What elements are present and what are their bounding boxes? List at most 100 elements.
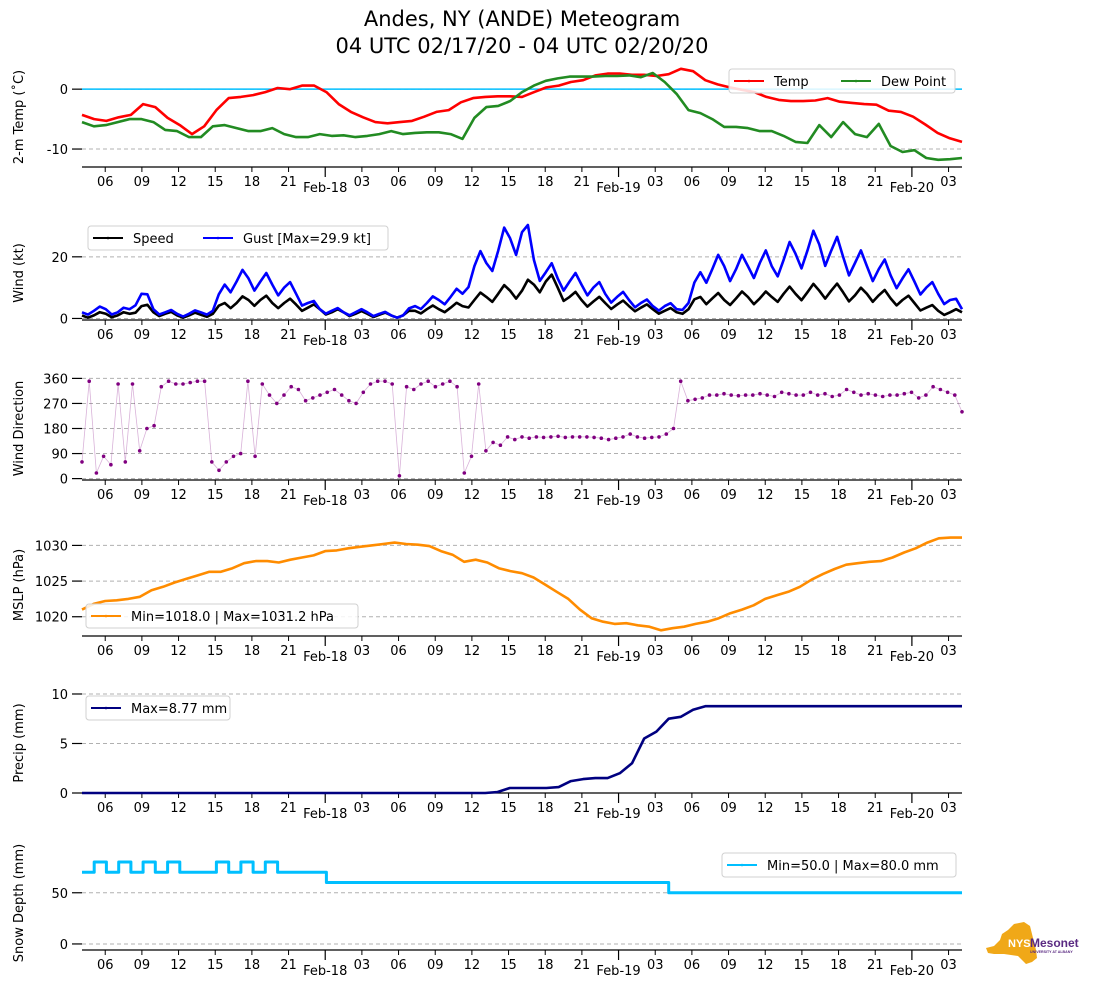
x-tick-label: 03 <box>940 488 957 503</box>
direction-point <box>275 401 279 406</box>
legend-marker <box>854 79 858 83</box>
direction-point <box>758 391 762 396</box>
direction-point <box>498 443 503 448</box>
x-tick-label: 15 <box>207 644 224 659</box>
x-date-label: Feb-19 <box>596 964 640 979</box>
direction-connector-line <box>81 380 963 476</box>
direction-point <box>116 382 120 386</box>
direction-point <box>686 398 690 403</box>
direction-point <box>715 393 719 397</box>
legend-label: Gust [Max=29.9 kt] <box>243 232 371 247</box>
x-tick-label: 12 <box>464 801 481 816</box>
panel-wind: 0 20 06 09 12 15 18 21 Feb-18 03 06 09 12 15 18 21 Feb-1… <box>12 223 964 349</box>
direction-point <box>794 393 798 397</box>
x-tick-label: 09 <box>134 644 151 659</box>
x-tick-label: 21 <box>867 801 884 816</box>
x-tick-label: 18 <box>830 175 847 190</box>
x-date-label: Feb-18 <box>303 964 347 979</box>
x-tick-label: 06 <box>684 175 701 190</box>
series-gust-max-29-9-kt <box>81 223 964 319</box>
legend-temp: Temp Dew Point <box>728 68 956 94</box>
direction-point <box>217 468 221 473</box>
x-tick-label: 03 <box>354 801 371 816</box>
direction-point <box>736 393 741 398</box>
x-tick-label: 21 <box>280 644 297 659</box>
direction-point <box>859 393 863 397</box>
direction-point <box>772 394 777 399</box>
x-tick-label: 12 <box>170 328 187 343</box>
y-tick-label: 5 <box>60 737 68 752</box>
x-tick-label: 03 <box>647 488 664 503</box>
direction-point <box>80 460 84 464</box>
y-tick-label: 360 <box>43 372 68 387</box>
legend-label: Speed <box>133 232 174 247</box>
x-tick-label: 15 <box>500 644 517 659</box>
x-tick-label: 06 <box>390 175 407 190</box>
y-axis-label: Wind (kt) <box>12 243 27 303</box>
direction-point <box>664 432 669 436</box>
x-tick-label: 15 <box>794 958 811 973</box>
x-tick-label: 06 <box>390 328 407 343</box>
x-tick-label: 12 <box>757 801 774 816</box>
ny-state-shape-icon <box>986 922 1037 964</box>
x-tick-label: 18 <box>537 958 554 973</box>
direction-point <box>678 379 683 384</box>
direction-point <box>614 436 618 441</box>
direction-point <box>368 382 373 386</box>
direction-point <box>188 380 192 385</box>
direction-point <box>960 410 964 414</box>
direction-point <box>87 379 91 384</box>
x-tick-label: 09 <box>134 801 151 816</box>
direction-point <box>549 435 553 439</box>
direction-point <box>130 382 135 386</box>
x-tick-label: 12 <box>464 175 481 190</box>
x-tick-label: 18 <box>244 644 261 659</box>
direction-point <box>390 382 395 386</box>
direction-point <box>895 393 899 397</box>
y-tick-label: 0 <box>60 312 68 327</box>
x-tick-label: 18 <box>537 488 554 503</box>
direction-point <box>412 387 416 392</box>
x-tick-label: 03 <box>940 644 957 659</box>
direction-point <box>375 379 380 384</box>
x-tick-label: 15 <box>500 801 517 816</box>
direction-point <box>592 435 596 440</box>
direction-point <box>145 426 149 431</box>
x-date-label: Feb-19 <box>596 494 640 509</box>
y-tick-label: 1030 <box>35 539 68 554</box>
y-axis-label: 2-m Temp (˚C) <box>11 70 27 164</box>
logo-nys-text: NYS <box>1008 938 1031 950</box>
direction-point <box>577 435 582 439</box>
direction-point <box>751 393 755 397</box>
direction-point <box>657 435 661 439</box>
direction-point <box>779 390 784 395</box>
direction-point <box>707 393 712 397</box>
direction-point <box>830 394 834 399</box>
direction-point <box>325 390 330 395</box>
direction-point <box>916 396 921 400</box>
direction-point <box>94 471 99 475</box>
x-date-label: Feb-20 <box>890 964 934 979</box>
direction-point <box>815 393 820 397</box>
x-tick-label: 21 <box>867 175 884 190</box>
x-tick-label: 12 <box>757 328 774 343</box>
direction-point <box>823 391 827 396</box>
direction-point <box>505 435 510 439</box>
legend-snow: Min=50.0 | Max=80.0 mm <box>721 852 957 878</box>
direction-point <box>945 390 950 395</box>
x-tick-label: 06 <box>390 488 407 503</box>
series-min-1018-0-max-1031-2-hpa <box>81 536 962 632</box>
direction-point <box>484 449 488 453</box>
x-tick-label: 09 <box>427 644 444 659</box>
x-tick-label: 21 <box>280 488 297 503</box>
x-tick-label: 21 <box>574 488 591 503</box>
x-tick-label: 18 <box>830 328 847 343</box>
x-tick-label: 15 <box>794 801 811 816</box>
direction-point <box>585 435 589 439</box>
x-tick-label: 06 <box>390 801 407 816</box>
y-tick-label: 1020 <box>35 611 68 626</box>
x-tick-label: 21 <box>280 328 297 343</box>
x-tick-label: 18 <box>244 958 261 973</box>
x-tick-label: 09 <box>720 328 737 343</box>
direction-point <box>765 393 769 397</box>
